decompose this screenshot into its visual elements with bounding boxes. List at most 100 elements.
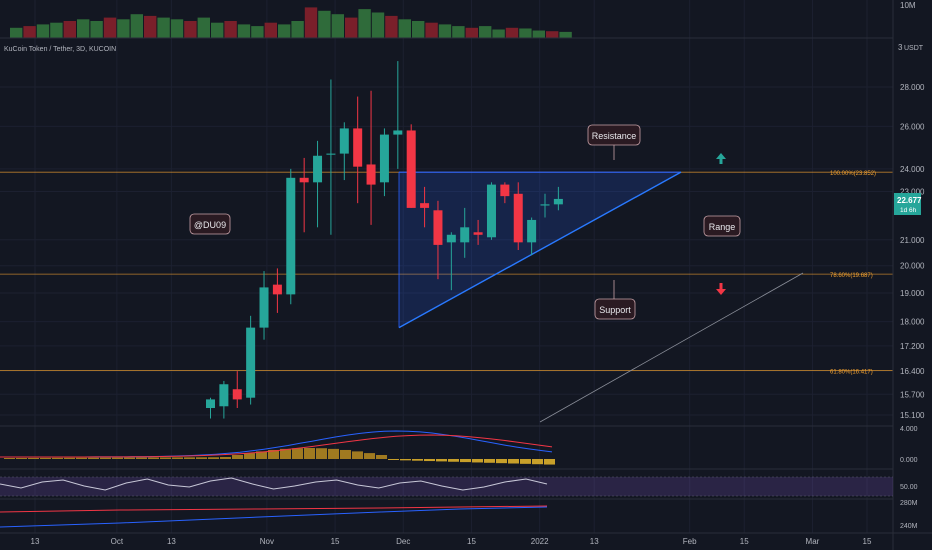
macd-histogram-bar — [412, 459, 423, 461]
volume-bar — [10, 27, 23, 38]
time-tick-label: 15 — [331, 537, 340, 546]
time-tick-label: 13 — [31, 537, 40, 546]
macd-histogram-bar — [448, 459, 459, 462]
macd-histogram-bar — [304, 448, 315, 459]
annotation-author[interactable]: @DU09 — [189, 213, 231, 235]
candle-body — [393, 130, 403, 135]
volume-bar — [425, 22, 438, 38]
resistance-label: Resistance — [592, 131, 637, 141]
macd-histogram-bar — [88, 457, 99, 459]
macd-histogram-bar — [4, 458, 15, 459]
volume-bar — [532, 30, 545, 38]
range-label: Range — [709, 222, 736, 232]
macd-histogram-bar — [244, 453, 255, 459]
time-tick-label: 2022 — [531, 537, 549, 546]
candle-body — [420, 203, 430, 208]
volume-bar — [358, 9, 371, 38]
candle — [486, 182, 496, 240]
price-tick-label: 28.000 — [900, 83, 925, 92]
time-tick-label: 15 — [740, 537, 749, 546]
candle — [433, 200, 443, 280]
macd-histogram-bar — [424, 459, 435, 462]
arrow-down-icon — [716, 283, 726, 295]
macd-histogram-bar — [208, 457, 219, 459]
author-callout-box — [189, 213, 231, 235]
macd-signal-line — [0, 434, 553, 458]
macd-histogram-bar — [40, 457, 51, 459]
vertical-grid — [34, 0, 868, 533]
time-tick-label: Nov — [260, 537, 274, 546]
volume-bar — [479, 26, 492, 38]
volume-bar — [385, 15, 398, 38]
volume-bar — [318, 10, 331, 39]
macd-histogram-bar — [268, 449, 279, 459]
macd-histogram-bar — [112, 457, 123, 459]
candle-body — [500, 184, 510, 197]
volume-bar — [63, 21, 76, 38]
time-tick-label: Feb — [683, 537, 697, 546]
candle-body — [553, 198, 563, 205]
macd-histogram-bar — [100, 457, 111, 459]
candle — [379, 128, 389, 197]
long-term-trendline[interactable] — [539, 272, 804, 423]
candle — [500, 182, 510, 204]
macd-histogram-bar — [508, 459, 519, 464]
price-tick-label: 19.000 — [900, 289, 925, 298]
obv-axis-top: 280M — [900, 500, 918, 507]
horizontal-grid — [0, 86, 893, 416]
support-trendline[interactable] — [398, 171, 682, 329]
time-axis[interactable]: 13 Oct 13 Nov 15 Dec 15 2022 13 Feb 15 Mar 15 — [31, 537, 872, 546]
time-tick-label: 13 — [590, 537, 599, 546]
candle-body — [313, 155, 323, 183]
price-tag-value: 22.677 — [897, 196, 922, 205]
macd-histogram-bar — [184, 457, 195, 459]
candle-body — [366, 164, 376, 185]
macd-histogram-bar — [76, 457, 87, 459]
volume-bar — [237, 24, 251, 38]
candle — [313, 140, 323, 228]
volume-bar — [251, 26, 264, 38]
candle — [299, 157, 309, 233]
macd-histogram-bar — [160, 457, 171, 459]
candle-body — [406, 130, 416, 208]
volume-bar — [103, 17, 117, 38]
price-tick-label: 21.000 — [900, 236, 925, 245]
macd-histogram-bar — [436, 459, 447, 462]
volume-bar — [50, 22, 63, 38]
candle-body — [446, 234, 456, 243]
breakout-up-arrow — [716, 153, 726, 164]
current-price-tag: 22.677 1d 6h — [894, 193, 922, 215]
candle — [553, 186, 563, 211]
candle-body — [339, 128, 349, 154]
macd-histogram-bar — [64, 457, 75, 459]
volume-bar — [224, 21, 237, 38]
candle-body — [473, 232, 483, 235]
fib-level-label: 100.00%(23.852) — [830, 171, 876, 177]
scale-badge: 3 — [898, 43, 903, 52]
volume-bar — [23, 26, 36, 38]
candle-body — [540, 204, 550, 206]
macd-histogram-bar — [280, 448, 291, 459]
macd-histogram-bar — [376, 454, 387, 459]
price-axis[interactable]: 28.000 26.000 24.000 23.000 21.000 20.000 19.0… — [900, 83, 925, 420]
candle-body — [232, 389, 242, 400]
annotation-range[interactable]: Range — [703, 215, 741, 237]
macd-axis-zero: 0.000 — [900, 457, 918, 464]
volume-bar — [211, 22, 224, 38]
annotation-resistance[interactable]: Resistance — [587, 124, 641, 160]
candle — [272, 268, 282, 313]
macd-histogram-bar — [532, 459, 543, 465]
price-tick-label: 17.200 — [900, 342, 925, 351]
macd-histogram-bar — [292, 448, 303, 459]
volume-bar — [130, 14, 143, 38]
candle-body — [272, 284, 282, 295]
macd-histogram-bar — [400, 459, 411, 461]
candle-body — [326, 153, 336, 155]
candle-body — [286, 177, 296, 295]
volume-pane — [10, 7, 572, 39]
annotation-support[interactable]: Support — [594, 280, 636, 320]
obv-ma-line — [0, 505, 548, 513]
volume-bar — [345, 17, 358, 38]
volume-bar — [505, 27, 519, 38]
